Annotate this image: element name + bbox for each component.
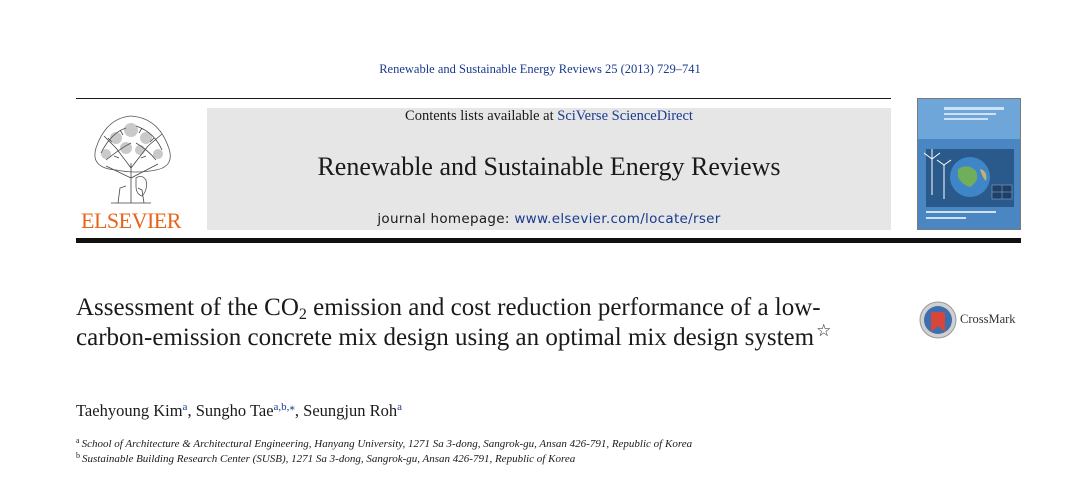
title-part2: emission and cost reduction performance … — [76, 294, 821, 351]
author-name[interactable]: Taehyoung Kim — [76, 401, 183, 420]
author-list: Taehyoung Kima, Sungho Taea,b,⁎, Seungju… — [76, 401, 402, 421]
title-footnote-mark[interactable]: ☆ — [816, 321, 832, 340]
crossmark-icon — [919, 301, 957, 339]
homepage-link[interactable]: www.elsevier.com/locate/rser — [514, 211, 721, 227]
affiliation-mark: b — [76, 451, 80, 460]
author-affiliation-mark[interactable]: a — [182, 401, 188, 413]
author-name[interactable]: Seungjun Roh — [303, 401, 398, 420]
tree-logo-icon — [94, 115, 171, 204]
journal-cover-image[interactable] — [917, 98, 1021, 230]
title-part1: Assessment of the CO — [76, 294, 299, 321]
journal-homepage: journal homepage: www.elsevier.com/locat… — [207, 211, 891, 227]
affiliation-mark: a — [76, 436, 80, 445]
affiliation-item: a School of Architecture & Architectural … — [76, 437, 976, 452]
crossmark-badge[interactable]: CrossMark — [918, 300, 1028, 340]
cover-art-icon — [918, 99, 1020, 229]
journal-banner: Contents lists available at SciVerse Sci… — [207, 108, 891, 230]
elsevier-logo[interactable]: ELSEVIER — [76, 108, 186, 233]
crossmark-label: CrossMark — [960, 312, 1016, 326]
contents-line: Contents lists available at SciVerse Sci… — [207, 108, 891, 125]
author-name[interactable]: Sungho Tae — [195, 401, 274, 420]
title-subscript: 2 — [298, 306, 307, 323]
journal-citation[interactable]: Renewable and Sustainable Energy Reviews… — [379, 62, 701, 76]
journal-title: Renewable and Sustainable Energy Reviews — [317, 152, 781, 181]
homepage-prefix: journal homepage: — [377, 211, 515, 227]
author-affiliation-mark[interactable]: a — [397, 401, 403, 413]
author-separator: , — [294, 401, 304, 420]
header-rule — [76, 98, 891, 99]
affiliation-text: School of Architecture & Architectural E… — [81, 438, 693, 450]
affiliation-list: a School of Architecture & Architectural … — [76, 437, 976, 467]
header-thick-rule — [76, 238, 1021, 243]
elsevier-wordmark: ELSEVIER — [81, 208, 181, 233]
affiliation-text: Sustainable Building Research Center (SU… — [82, 453, 576, 465]
article-title: Assessment of the CO2 emission and cost … — [76, 293, 866, 353]
author-separator: , — [187, 401, 196, 420]
affiliation-item: b Sustainable Building Research Center (S… — [76, 452, 976, 467]
contents-prefix: Contents lists available at — [405, 108, 558, 124]
sciencedirect-link[interactable]: SciVerse ScienceDirect — [557, 108, 693, 124]
author-affiliation-mark[interactable]: a,b,⁎ — [273, 401, 295, 413]
